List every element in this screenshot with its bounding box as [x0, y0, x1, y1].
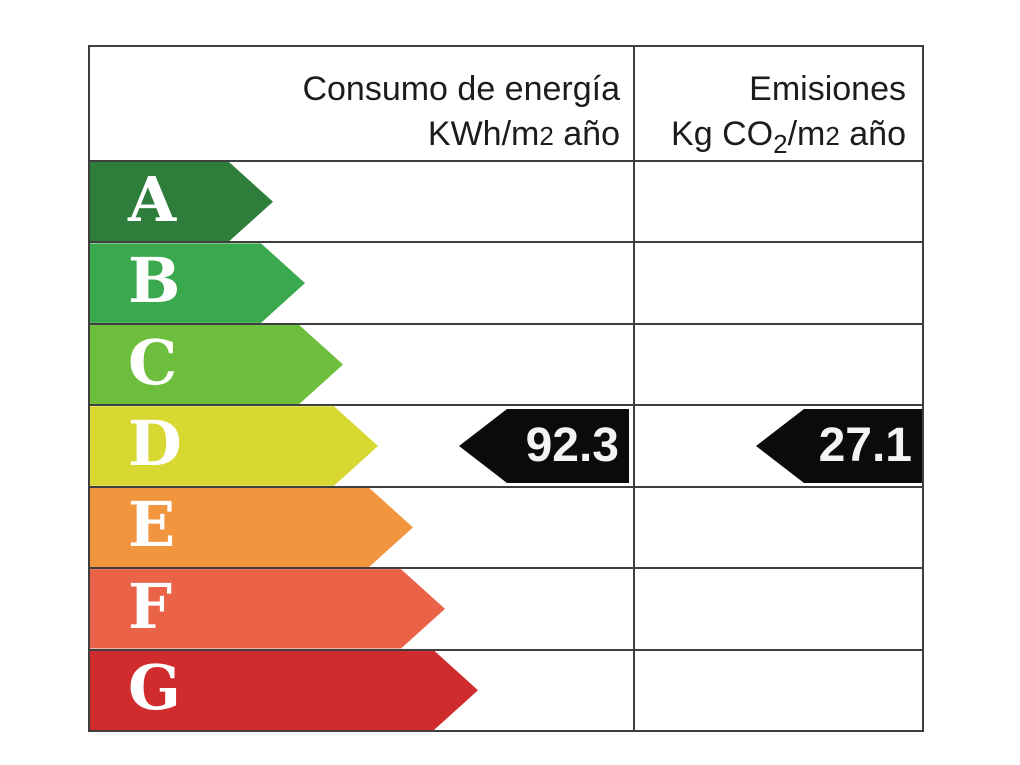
energy-efficiency-certificate: Consumo de energía KWh/m2 año Emisiones …	[88, 45, 924, 732]
emissions-cell	[635, 325, 922, 404]
energy-cell: E	[90, 487, 635, 568]
rating-letter: F	[128, 569, 173, 643]
energy-cell: G	[90, 650, 635, 730]
rating-arrow-b: B	[90, 243, 305, 322]
rating-letter: A	[128, 162, 177, 236]
emissions-column-title: Emisiones	[749, 70, 906, 108]
energy-cell: C	[90, 324, 635, 405]
rating-arrow-c: C	[90, 325, 343, 404]
rating-letter: D	[128, 406, 182, 480]
rating-letter: G	[128, 651, 181, 725]
rating-row-d: D 92.3 27.1	[90, 404, 922, 486]
emissions-cell	[635, 569, 922, 648]
rating-arrow-e: E	[90, 488, 413, 567]
rating-arrow-g: G	[90, 651, 478, 730]
energy-column-unit: KWh/m2 año	[427, 115, 620, 153]
rating-letter: E	[128, 488, 176, 562]
rating-letter: B	[128, 244, 181, 318]
energy-cell: F	[90, 569, 635, 649]
energy-cell: A	[90, 162, 635, 242]
rating-row-a: A	[90, 162, 922, 242]
rating-arrow-a: A	[90, 162, 273, 241]
emissions-cell: 27.1	[635, 406, 922, 485]
emissions-cell	[635, 651, 922, 730]
rating-row-c: C	[90, 322, 922, 405]
rating-rows: A B C D	[90, 162, 922, 730]
emissions-value: 27.1	[818, 418, 912, 472]
rating-row-e: E	[90, 485, 922, 568]
energy-value: 92.3	[525, 418, 619, 472]
table-header: Consumo de energía KWh/m2 año Emisiones …	[90, 47, 922, 162]
rating-arrow-f: F	[90, 569, 445, 648]
emissions-value-arrow: 27.1	[756, 408, 922, 483]
emissions-cell	[635, 243, 922, 322]
energy-value-arrow: 92.3	[459, 408, 629, 483]
rating-arrow-d: D	[90, 406, 378, 485]
emissions-column-unit: Kg CO2/m2 año	[671, 115, 906, 159]
rating-row-b: B	[90, 241, 922, 323]
emissions-cell	[635, 162, 922, 241]
rating-row-g: G	[90, 648, 922, 730]
energy-cell: D 92.3	[90, 406, 635, 486]
rating-row-f: F	[90, 567, 922, 649]
rating-letter: C	[128, 325, 178, 399]
emissions-cell	[635, 488, 922, 567]
energy-column-title: Consumo de energía	[302, 70, 620, 108]
emissions-column-header: Emisiones Kg CO2/m2 año	[635, 47, 922, 160]
energy-column-header: Consumo de energía KWh/m2 año	[90, 47, 635, 160]
energy-cell: B	[90, 243, 635, 323]
